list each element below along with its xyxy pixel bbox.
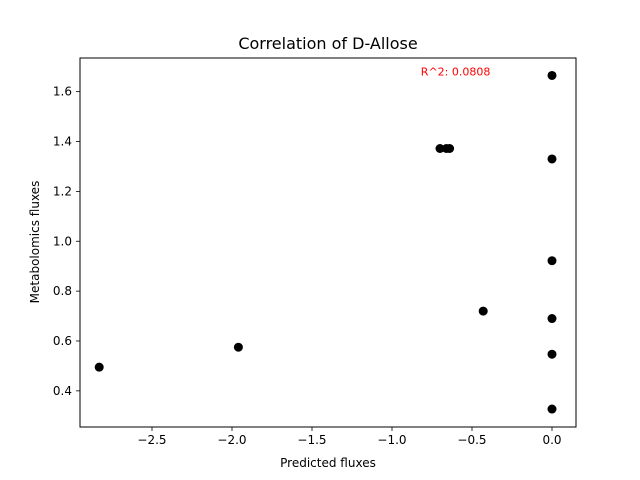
x-tick-label: 0.0 [542,433,561,447]
y-axis-label: Metabolomics fluxes [28,181,42,304]
y-tick-label: 0.8 [53,284,72,298]
data-point [547,256,557,266]
data-point [547,404,557,414]
data-point [233,342,243,352]
data-point [547,70,557,80]
data-point [445,144,455,154]
r-squared-annotation: R^2: 0.0808 [421,66,491,79]
x-tick-label: −2.5 [137,433,166,447]
x-axis-label: Predicted fluxes [280,456,376,470]
plot-area: −2.5 −2.0 −1.5 −1.0 −0.5 0.0 0.4 0.6 0.8 1.0 1.2 1.… [53,57,577,447]
y-tick-label: 0.6 [53,334,72,348]
data-point [94,362,104,372]
y-tick-label: 1.4 [53,135,72,149]
data-point [547,154,557,164]
y-tick-label: 1.0 [53,234,72,248]
x-tick-label: −2.0 [217,433,246,447]
y-tick-label: 0.4 [53,384,72,398]
data-point [478,306,488,316]
y-tick-label: 1.6 [53,85,72,99]
x-tick-label: −1.5 [297,433,326,447]
data-point [547,314,557,324]
data-point [435,144,445,154]
y-tick-label: 1.2 [53,184,72,198]
plot-frame [79,57,577,428]
x-tick-label: −1.0 [377,433,406,447]
x-tick-label: −0.5 [457,433,486,447]
data-point [547,349,557,359]
chart-title: Correlation of D-Allose [238,34,417,53]
